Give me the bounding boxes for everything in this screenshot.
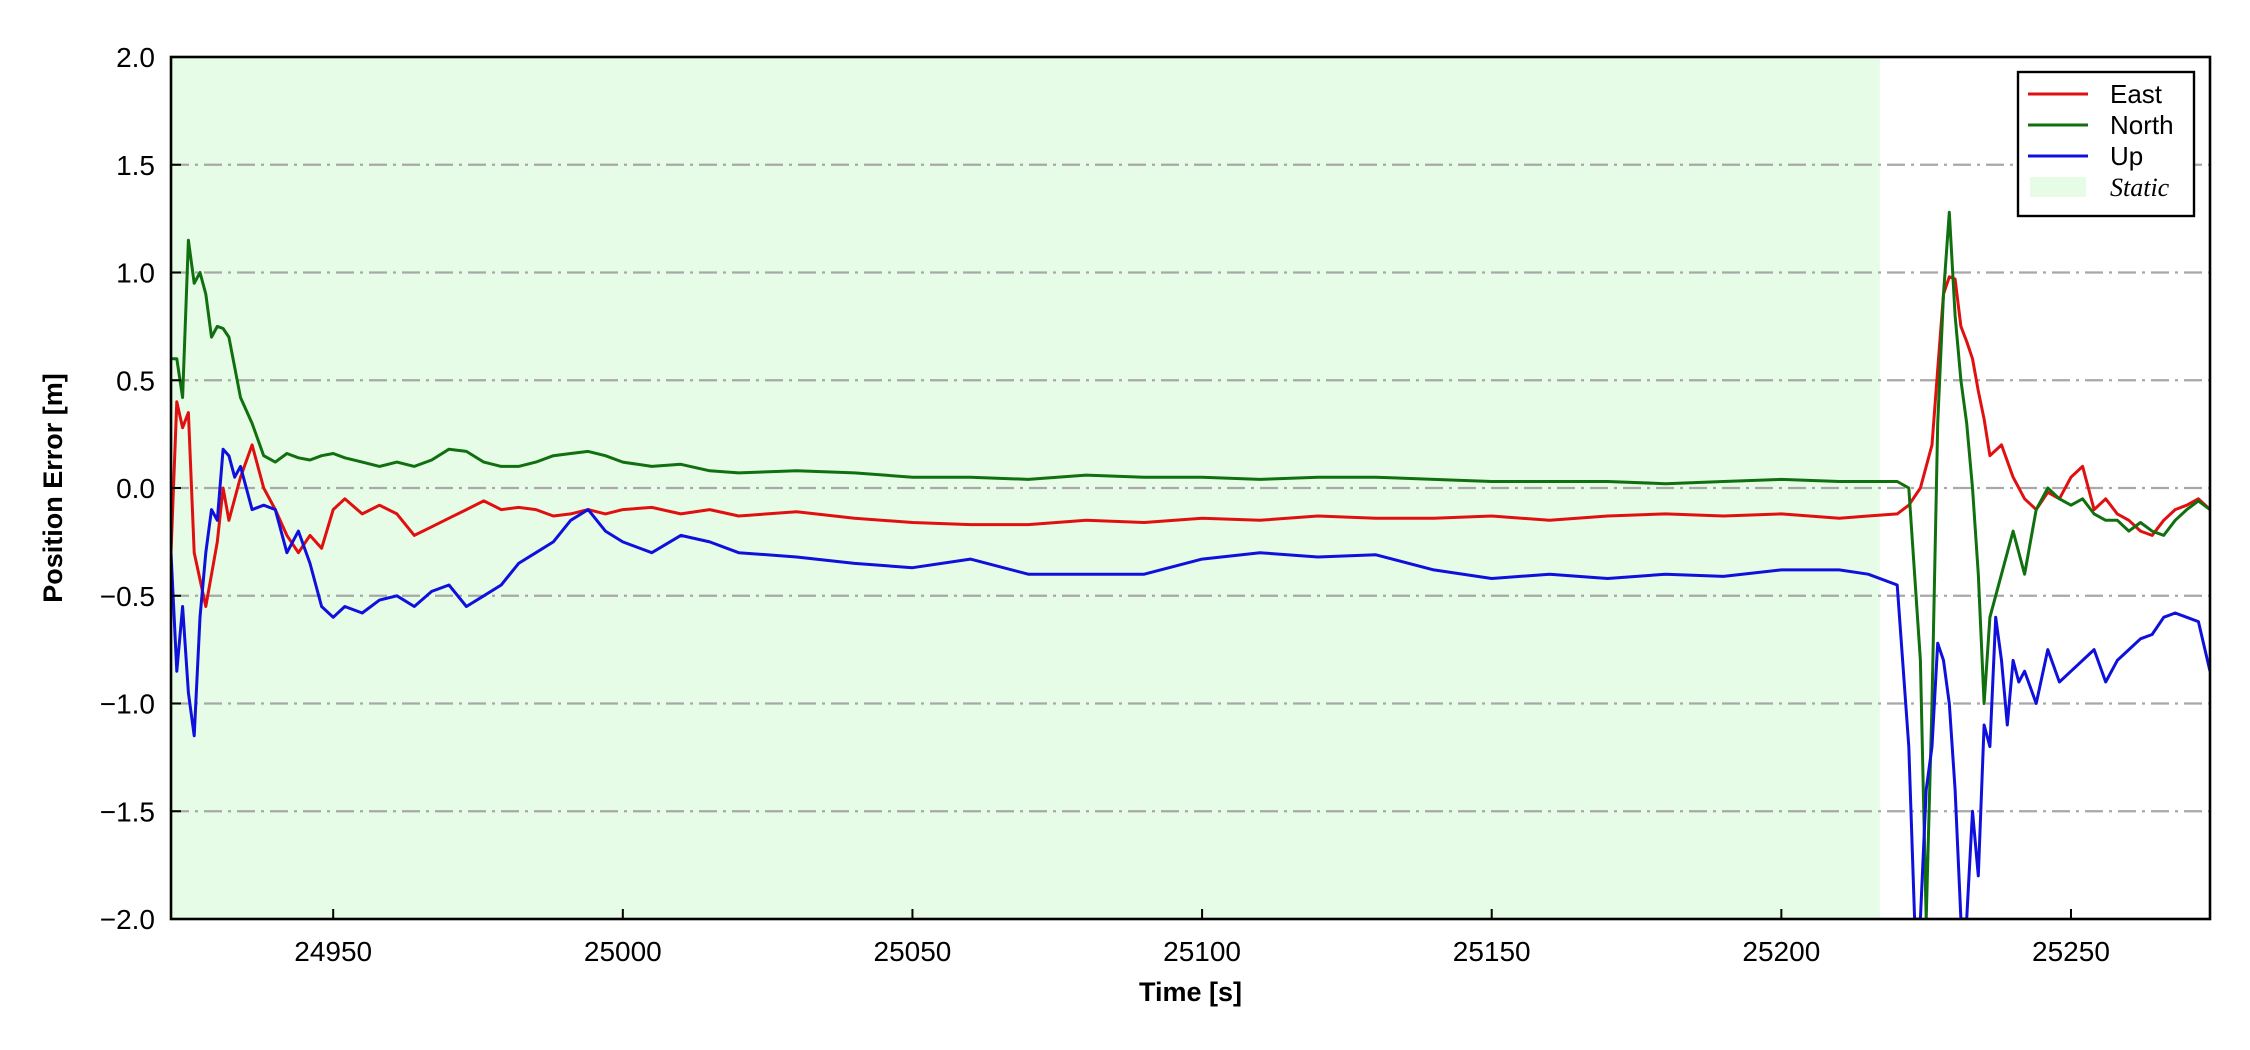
series-line-up xyxy=(171,447,2210,919)
y-tick-label: 1.0 xyxy=(116,258,155,289)
legend-swatch-static xyxy=(2030,177,2086,197)
x-tick-label: 25150 xyxy=(1453,936,1531,967)
x-tick-label: 25100 xyxy=(1163,936,1241,967)
y-axis-title: Position Error [m] xyxy=(38,373,68,603)
y-tick-label: −1.5 xyxy=(100,796,155,827)
plot-series xyxy=(171,210,2210,919)
x-tick-label: 25250 xyxy=(2032,936,2110,967)
series-line-north xyxy=(171,210,2210,919)
y-tick-label: −0.5 xyxy=(100,581,155,612)
y-tick-label: 2.0 xyxy=(116,42,155,73)
x-axis: 24950 25000 25050 25100 25150 25200 25250 xyxy=(294,909,2110,967)
y-tick-label: 0.5 xyxy=(116,365,155,396)
y-axis: −2.0 −1.5 −1.0 −0.5 0.0 0.5 1.0 1.5 2.0 xyxy=(100,42,181,935)
x-tick-label: 25200 xyxy=(1742,936,1820,967)
x-tick-label: 25000 xyxy=(584,936,662,967)
x-axis-title: Time [s] xyxy=(1139,977,1242,1007)
series-line-east xyxy=(171,275,2210,608)
y-tick-label: 1.5 xyxy=(116,150,155,181)
y-tick-label: 0.0 xyxy=(116,473,155,504)
y-tick-label: −2.0 xyxy=(100,904,155,935)
legend-label-up: Up xyxy=(2110,141,2143,171)
x-tick-label: 25050 xyxy=(874,936,952,967)
x-tick-label: 24950 xyxy=(294,936,372,967)
grid-lines xyxy=(171,163,2210,813)
y-tick-label: −1.0 xyxy=(100,689,155,720)
legend-label-static: Static xyxy=(2110,173,2170,202)
legend-label-east: East xyxy=(2110,79,2163,109)
legend-label-north: North xyxy=(2110,110,2174,140)
